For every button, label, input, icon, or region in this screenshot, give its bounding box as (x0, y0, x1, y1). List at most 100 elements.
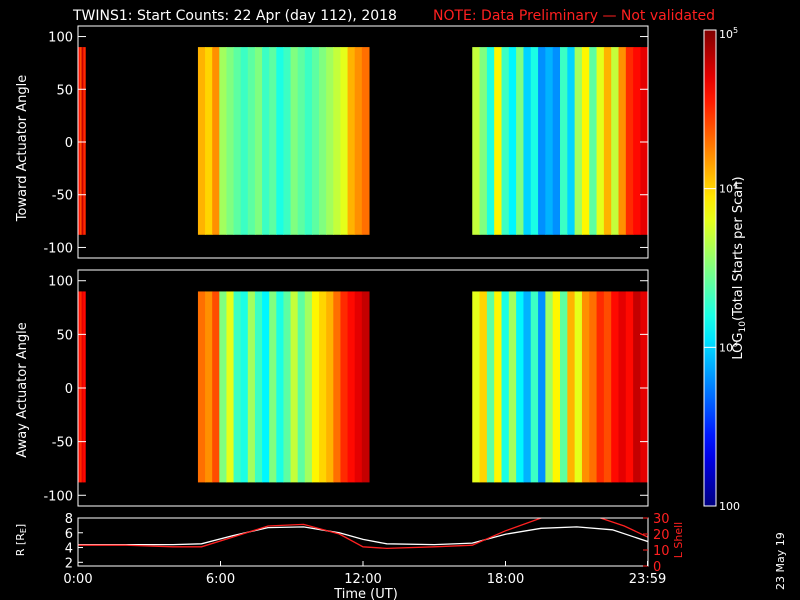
toward-segment-2-column-7 (523, 47, 532, 235)
toward-segment-1-column-20 (340, 47, 349, 235)
toward-segment-2-column-4 (501, 47, 510, 235)
away-segment-1-column-12 (283, 291, 292, 483)
toward-segment-1-column-2 (212, 47, 220, 235)
away-segment-1-column-14 (297, 291, 306, 483)
toward-segment-2-column-18 (603, 47, 612, 235)
away-segment-2-column-11 (552, 291, 561, 483)
toward-segment-1-column-14 (297, 47, 306, 235)
away-segment-1-column-9 (262, 291, 270, 483)
time-xtick-label-0: 0:00 (63, 572, 92, 587)
toward-segment-2-column-12 (560, 47, 568, 235)
toward-segment-2-column-19 (611, 47, 620, 235)
colorbar-gradient (703, 29, 717, 507)
toward-segment-1-column-3 (219, 47, 228, 235)
lshell-ytick-label-1: 10 (653, 544, 670, 559)
toward-segment-1-column-15 (304, 47, 313, 235)
away-ytick-label-4: -100 (43, 489, 73, 504)
away-segment-0-column-0 (78, 291, 81, 483)
toward-segment-2-column-1 (479, 47, 488, 235)
chart-title: TWINS1: Start Counts: 22 Apr (day 112), … (72, 8, 397, 24)
lshell-ytick-label-0: 0 (653, 560, 661, 575)
away-segment-1-column-6 (240, 291, 249, 483)
toward-segment-1-column-22 (354, 47, 363, 235)
away-segment-1-column-10 (269, 291, 277, 483)
toward-segment-1-column-1 (205, 47, 213, 235)
toward-segment-1-column-4 (226, 47, 235, 235)
r-ytick-label-0: 2 (65, 556, 73, 571)
away-segment-2-column-13 (567, 291, 576, 483)
toward-ytick-label-2: 0 (65, 136, 73, 151)
r-ylabel-close: ] (14, 524, 27, 528)
away-segment-1-column-19 (333, 291, 342, 483)
toward-segment-1-column-9 (262, 47, 270, 235)
toward-segment-2-column-9 (538, 47, 546, 235)
colorbar-label-rest: (Total Starts per Scan) (731, 176, 746, 321)
away-segment-0-column-3 (83, 291, 86, 483)
toward-segment-2-column-17 (596, 47, 605, 235)
away-segment-2-column-9 (538, 291, 546, 483)
toward-segment-2-column-3 (494, 47, 503, 235)
away-segment-2-column-16 (589, 291, 598, 483)
toward-segment-1-column-13 (290, 47, 299, 235)
away-ytick-label-0: 100 (48, 275, 73, 290)
away-segment-2-column-18 (603, 291, 612, 483)
away-segment-1-column-4 (226, 291, 235, 483)
lshell-ytick-label-2: 20 (653, 528, 670, 543)
away-segment-1-column-11 (276, 291, 285, 483)
away-segment-0-column-1 (79, 291, 83, 483)
time-xtick-label-4: 23:59 (629, 572, 666, 587)
away-segment-1-column-18 (326, 291, 334, 483)
toward-segment-1-column-12 (283, 47, 292, 235)
l-shell-line (78, 518, 648, 550)
away-segment-2-column-5 (508, 291, 517, 483)
toward-ytick-label-0: 100 (48, 31, 73, 46)
colorbar-tick-label-0: 105 (719, 26, 738, 41)
toward-segment-1-column-5 (233, 47, 242, 235)
toward-segment-2-column-5 (508, 47, 517, 235)
toward-segment-0-column-3 (83, 47, 86, 235)
colorbar-tick-base-1: 10 (719, 183, 733, 196)
away-segment-1-column-1 (205, 291, 213, 483)
toward-segment-1-column-18 (326, 47, 334, 235)
r-ylabel-sub: E (19, 528, 28, 533)
toward-ytick-label-4: -100 (43, 241, 73, 256)
r-ytick-label-3: 8 (65, 512, 73, 527)
colorbar-tick-exp-2: 3 (733, 339, 738, 348)
away-segment-2-column-17 (596, 291, 605, 483)
colorbar-label-log: LOG (731, 333, 746, 360)
toward-segment-1-column-7 (247, 47, 256, 235)
colorbar-tick-label-2: 103 (719, 339, 738, 354)
toward-segment-2-column-20 (618, 47, 627, 235)
toward-ytick-label-3: -50 (52, 189, 73, 204)
away-segment-2-column-0 (472, 291, 481, 483)
toward-segment-2-column-11 (552, 47, 561, 235)
toward-segment-1-column-6 (240, 47, 249, 235)
toward-segment-2-column-22 (633, 47, 642, 235)
toward-segment-2-column-10 (545, 47, 554, 235)
away-segment-1-column-21 (347, 291, 356, 483)
away-segment-1-column-20 (340, 291, 349, 483)
time-xtick-label-1: 6:00 (206, 572, 235, 587)
away-segment-2-column-14 (574, 291, 583, 483)
lshell-ylabel: L Shell (672, 522, 685, 558)
away-segment-2-column-1 (479, 291, 488, 483)
toward-segment-1-column-10 (269, 47, 277, 235)
away-segment-2-column-21 (625, 291, 634, 483)
away-segment-1-column-22 (354, 291, 363, 483)
colorbar-label: LOG10(Total Starts per Scan) (731, 176, 748, 359)
lshell-ytick-label-3: 30 (653, 512, 670, 527)
away-segment-2-column-12 (560, 291, 568, 483)
away-segment-1-column-3 (219, 291, 228, 483)
away-segment-2-column-3 (494, 291, 503, 483)
away-segment-2-column-20 (618, 291, 627, 483)
toward-segment-1-column-23 (361, 47, 370, 235)
colorbar-tick-label-1: 104 (719, 181, 738, 196)
toward-segment-1-column-17 (319, 47, 327, 235)
r-ytick-label-1: 4 (65, 542, 73, 557)
toward-segment-0-column-1 (79, 47, 83, 235)
away-segment-1-column-2 (212, 291, 220, 483)
away-segment-2-column-8 (530, 291, 539, 483)
